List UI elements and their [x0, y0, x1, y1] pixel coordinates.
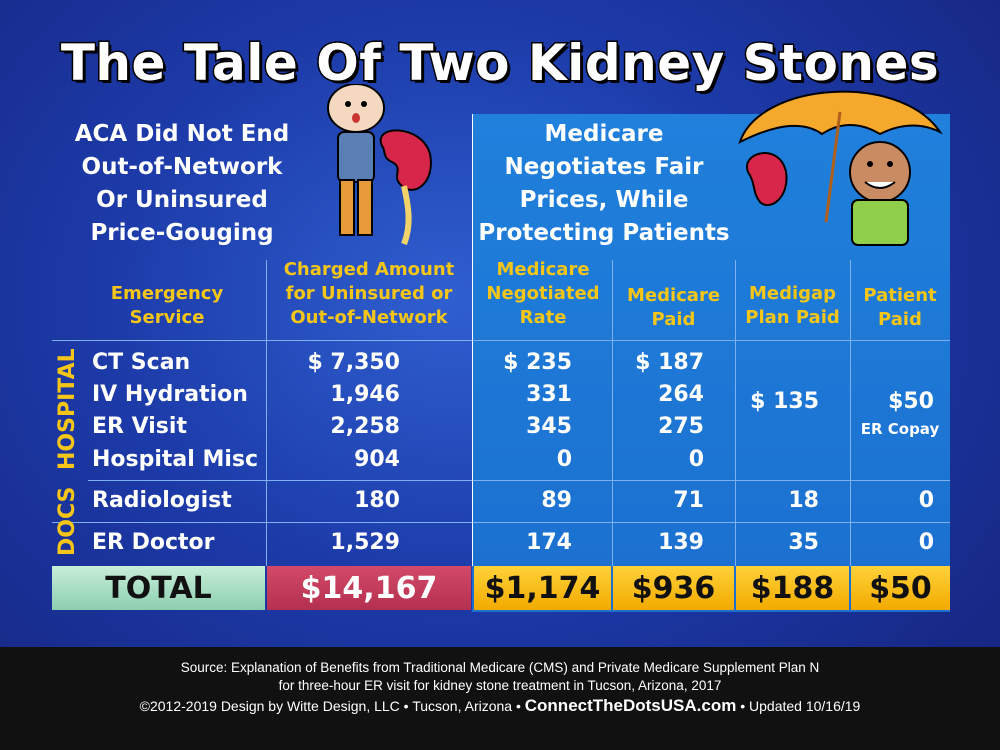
col-header-line: Paid — [878, 309, 922, 330]
col-header-line: for Uninsured or — [285, 283, 453, 304]
column-divider — [266, 260, 267, 566]
col-header-line: Medicare — [626, 285, 721, 306]
column-divider — [612, 260, 613, 566]
left-heading-line: Or Uninsured — [96, 187, 268, 213]
cell-negotiated: $ 235 — [503, 350, 572, 375]
footer-credit: ©2012-2019 Design by Witte Design, LLC •… — [139, 698, 521, 714]
right-heading-line: Negotiates Fair — [504, 154, 704, 180]
cell-charged: 904 — [354, 447, 400, 472]
table-row-service: ER Doctor — [92, 530, 215, 555]
footer-site-link[interactable]: ConnectTheDotsUSA.com — [524, 696, 737, 715]
cell-medigap-hospital: $ 135 — [750, 389, 819, 414]
right-heading-line: Medicare — [544, 121, 664, 147]
column-divider — [472, 114, 473, 566]
footer-source-line: for three-hour ER visit for kidney stone… — [278, 678, 722, 693]
footer-source-line: Source: Explanation of Benefits from Tra… — [180, 660, 820, 675]
table-row-service: IV Hydration — [92, 382, 248, 407]
cell-paid: 275 — [658, 414, 704, 439]
row-divider — [52, 340, 950, 341]
col-header-line: Medigap — [748, 283, 837, 304]
left-heading-line: Price-Gouging — [90, 220, 274, 246]
total-label: TOTAL — [52, 566, 265, 610]
total-medigap: $188 — [736, 566, 849, 610]
col-header-line: Out-of-Network — [290, 307, 448, 328]
col-header-line: Paid — [651, 309, 696, 330]
footer-credit-line: ©2012-2019 Design by Witte Design, LLC •… — [0, 697, 1000, 715]
cell-patient-hospital: $50 — [888, 389, 934, 414]
cell-negotiated: 0 — [556, 447, 572, 472]
page-title: The Tale Of Two Kidney Stones — [59, 33, 940, 94]
man-with-umbrella-illustration — [738, 90, 943, 246]
table-row-service: ER Visit — [92, 414, 187, 439]
column-divider — [850, 260, 851, 566]
cell-paid: 71 — [673, 488, 704, 513]
col-header-paid: Medicare Paid — [612, 284, 735, 332]
col-header-charged: Charged Amount for Uninsured or Out-of-N… — [268, 258, 470, 330]
col-header-line: Medicare — [496, 259, 590, 280]
table-row-service: CT Scan — [92, 350, 191, 375]
left-heading-line: ACA Did Not End — [74, 121, 290, 147]
col-header-line: Emergency — [110, 283, 224, 304]
col-header-line: Plan Paid — [745, 307, 840, 328]
right-heading-line: Protecting Patients — [478, 220, 730, 246]
col-header-service: Emergency Service — [92, 282, 242, 330]
column-divider — [735, 260, 736, 566]
cell-patient: 0 — [918, 530, 934, 555]
col-header-line: Patient — [863, 285, 937, 306]
cell-patient: 0 — [918, 488, 934, 513]
row-divider — [52, 522, 950, 523]
right-heading-line: Prices, While — [519, 187, 689, 213]
cell-paid: 0 — [688, 447, 704, 472]
cell-negotiated: 331 — [526, 382, 572, 407]
left-heading-line: Out-of-Network — [81, 154, 283, 180]
col-header-line: Service — [129, 307, 205, 328]
cell-negotiated: 345 — [526, 414, 572, 439]
cell-paid: 139 — [658, 530, 704, 555]
total-patient: $50 — [851, 566, 950, 610]
col-header-line: Negotiated — [486, 283, 600, 304]
table-row-service: Radiologist — [92, 488, 232, 513]
col-header-negotiated: Medicare Negotiated Rate — [474, 258, 612, 330]
cell-charged: 1,529 — [330, 530, 400, 555]
total-negotiated: $1,174 — [474, 566, 611, 610]
left-heading: ACA Did Not End Out-of-Network Or Uninsu… — [52, 118, 312, 250]
cell-charged: 1,946 — [330, 382, 400, 407]
total-paid: $936 — [613, 566, 734, 610]
cell-negotiated: 89 — [541, 488, 572, 513]
boy-with-kidney-illustration — [327, 84, 432, 246]
col-header-line: Charged Amount — [283, 259, 455, 280]
col-header-patient: Patient Paid — [850, 284, 950, 332]
er-copay-note: ER Copay — [860, 420, 940, 438]
footer: Source: Explanation of Benefits from Tra… — [0, 647, 1000, 750]
cell-charged: 2,258 — [330, 414, 400, 439]
col-header-line: Rate — [519, 307, 567, 328]
cell-medigap: 18 — [788, 488, 819, 513]
cell-paid: 264 — [658, 382, 704, 407]
right-heading: Medicare Negotiates Fair Prices, While P… — [474, 118, 734, 250]
cell-medigap: 35 — [788, 530, 819, 555]
group-label-docs: DOCS — [55, 486, 80, 556]
table-row-service: Hospital Misc — [92, 447, 259, 472]
cell-charged: $ 7,350 — [307, 350, 400, 375]
cell-paid: $ 187 — [635, 350, 704, 375]
cell-charged: 180 — [354, 488, 400, 513]
total-charged: $14,167 — [267, 566, 471, 610]
footer-updated: • Updated 10/16/19 — [740, 698, 861, 714]
cell-negotiated: 174 — [526, 530, 572, 555]
row-divider — [88, 480, 950, 481]
group-label-hospital: HOSPITAL — [55, 348, 80, 470]
col-header-medigap: Medigap Plan Paid — [735, 282, 850, 330]
